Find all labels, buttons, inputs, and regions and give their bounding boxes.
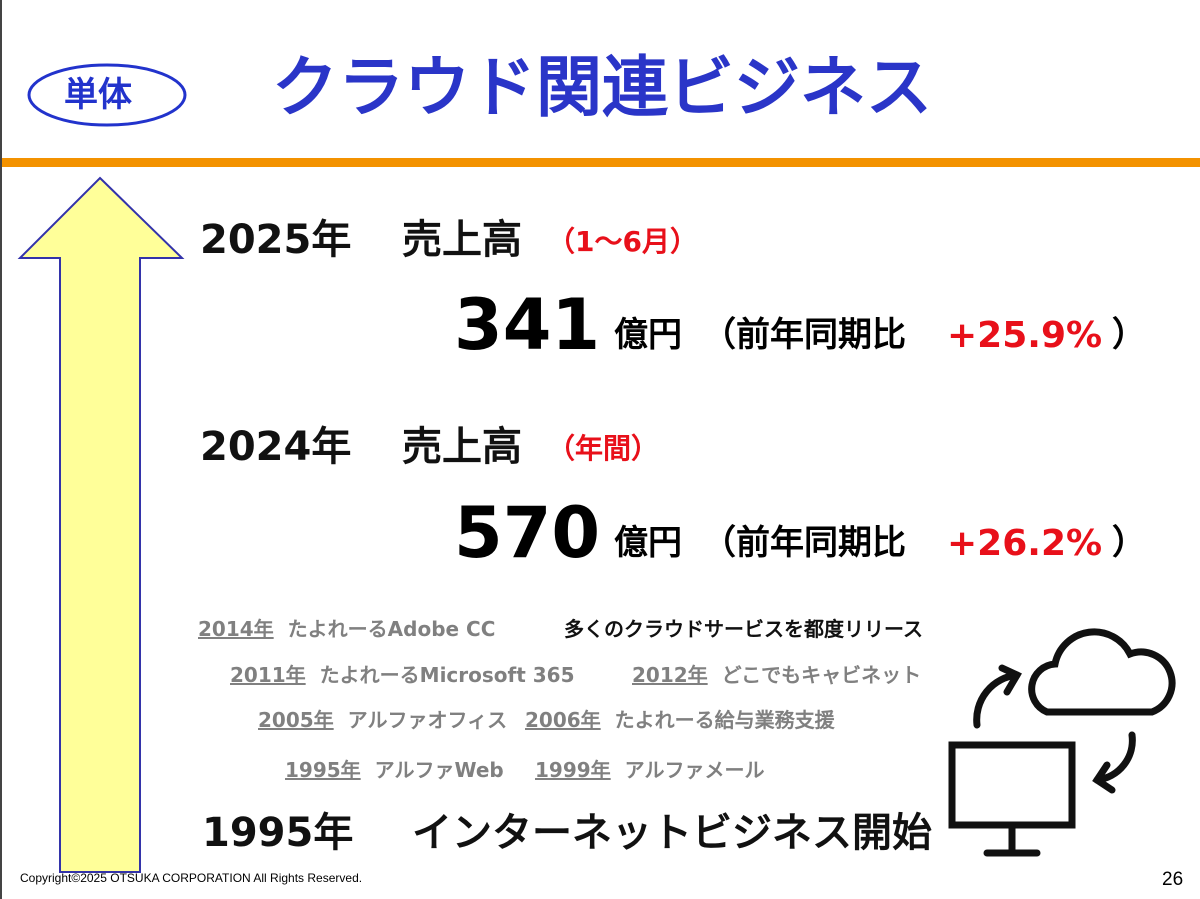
timeline-year: 2014年 [198, 617, 274, 641]
divider [2, 158, 1200, 167]
badge-outline [27, 63, 187, 127]
timeline-year: 1995年 [285, 758, 361, 782]
timeline-name: たよれーる給与業務支援 [614, 708, 835, 732]
comparison: （前年同期比 [702, 315, 906, 355]
timeline-year: 2005年 [258, 708, 334, 732]
section-label: 売上高 [402, 424, 522, 470]
growth-arrow [17, 176, 185, 873]
close-paren: ） [1112, 523, 1146, 563]
timeline-name: アルファオフィス [347, 708, 508, 732]
section-year: 2024年 [200, 424, 352, 470]
timeline-year: 2011年 [230, 663, 306, 687]
timeline-item: 2005年 アルファオフィス [258, 710, 507, 730]
close-paren: ） [1112, 315, 1146, 355]
section-year: 2025年 [200, 217, 352, 263]
timeline-item: 2012年 どこでもキャビネット [632, 665, 921, 685]
timeline-name: アルファメール [624, 758, 765, 782]
timeline-item: 2011年 たよれーるMicrosoft 365 [230, 665, 575, 685]
page-number: 26 [1162, 869, 1184, 890]
title: クラウド関連ビジネス [272, 49, 932, 126]
section-label: 売上高 [402, 217, 522, 263]
growth: +25.9% [947, 315, 1103, 356]
section-period: （年間） [547, 432, 660, 465]
timeline-year: 2012年 [632, 663, 708, 687]
copyright: Copyright©2025 OTSUKA CORPORATION All Ri… [20, 871, 363, 885]
timeline-year: 1999年 [535, 758, 611, 782]
timeline-name: どこでもキャビネット [721, 663, 922, 687]
growth: +26.2% [947, 523, 1103, 564]
milestone-text: インターネットビジネス開始 [412, 810, 932, 856]
timeline-name: アルファWeb [374, 758, 504, 782]
amount: 570 [454, 492, 601, 574]
unit: 億円 [614, 315, 682, 355]
unit: 億円 [614, 523, 682, 563]
timeline-item: 1999年 アルファメール [535, 760, 764, 780]
timeline-item: 2006年 たよれーる給与業務支援 [525, 710, 835, 730]
milestone-year: 1995年 [202, 810, 354, 856]
section-period: （1～6月） [547, 225, 698, 258]
timeline-note: 多くのクラウドサービスを都度リリース [564, 617, 923, 641]
timeline-name: たよれーるMicrosoft 365 [319, 663, 575, 687]
amount: 341 [454, 284, 601, 366]
timeline-year: 2006年 [525, 708, 601, 732]
comparison: （前年同期比 [702, 523, 906, 563]
badge: 単体 [64, 75, 132, 115]
timeline-item: 1995年 アルファWeb [285, 760, 504, 780]
cloud-icon [948, 628, 1176, 857]
timeline-name: たよれーるAdobe CC [287, 617, 496, 641]
timeline-item: 2014年 たよれーるAdobe CC [198, 619, 495, 639]
